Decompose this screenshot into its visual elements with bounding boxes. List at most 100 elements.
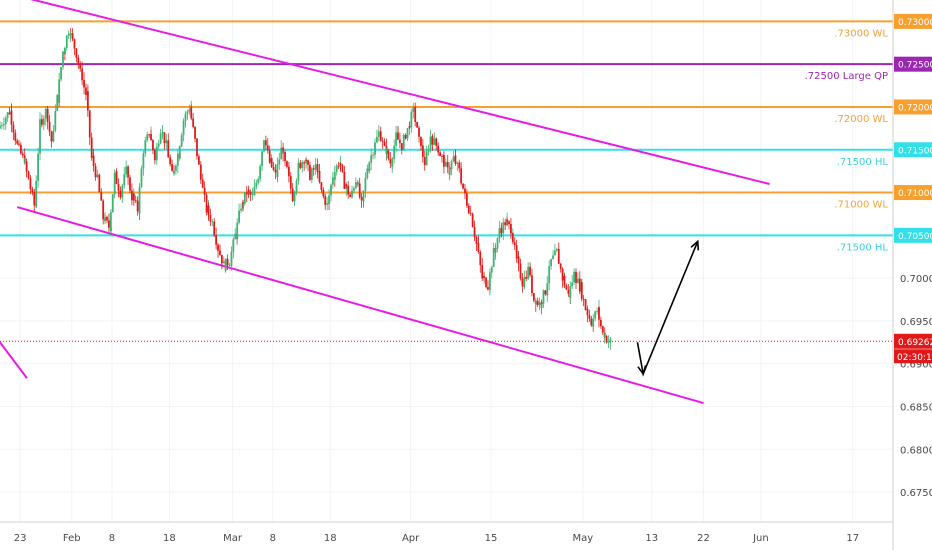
- candle-body: [573, 271, 575, 283]
- candle-body: [483, 276, 486, 278]
- candle-body: [421, 145, 424, 157]
- candle-body: [48, 121, 51, 132]
- candle-body: [548, 265, 551, 284]
- candle-body: [356, 183, 359, 185]
- candle-body: [213, 226, 216, 236]
- candle-body: [406, 128, 409, 139]
- price-badge-label: 0.73000: [898, 18, 932, 28]
- x-tick-label: 23: [14, 533, 27, 544]
- candle-body: [276, 164, 279, 177]
- candle-body: [400, 143, 403, 150]
- candle-body: [559, 263, 562, 269]
- candle-body: [44, 108, 47, 119]
- candle-body: [580, 282, 583, 299]
- candle-body: [56, 95, 59, 112]
- candle-body: [301, 162, 304, 168]
- candle-body: [529, 272, 531, 276]
- candle-body: [46, 108, 49, 117]
- candle-body: [454, 155, 457, 164]
- candle-body: [261, 151, 263, 167]
- level-label: .71000 WL: [834, 200, 888, 211]
- candle-body: [310, 174, 313, 180]
- candle-body: [295, 180, 298, 192]
- candle-body: [132, 193, 135, 201]
- candle-body: [519, 263, 522, 279]
- x-tick-label: 18: [163, 533, 176, 544]
- candle-body: [368, 162, 371, 171]
- candle-body: [138, 187, 141, 214]
- candle-body: [364, 177, 367, 191]
- candle-body: [517, 256, 520, 264]
- candle-body: [270, 158, 273, 168]
- candle-body: [418, 127, 420, 137]
- candle-body: [555, 249, 558, 251]
- candle-body: [152, 140, 154, 151]
- candle-body: [146, 134, 149, 141]
- candle-body: [259, 166, 262, 179]
- current-price-label: 0.69262: [898, 338, 932, 348]
- candle-body: [305, 159, 307, 164]
- level-label: .72000 WL: [834, 114, 888, 125]
- candle-body: [531, 275, 533, 294]
- candle-body: [192, 118, 195, 127]
- candle-body: [287, 168, 290, 177]
- candle-body: [10, 110, 13, 125]
- x-tick-label: 13: [645, 533, 658, 544]
- candle-body: [479, 251, 482, 266]
- candle-body: [37, 153, 39, 181]
- axes: [0, 0, 894, 550]
- candle-body: [561, 268, 564, 281]
- candle-body: [540, 303, 543, 308]
- candles: [0, 28, 612, 350]
- candle-body: [240, 208, 242, 211]
- candle-body: [196, 138, 198, 157]
- candle-body: [242, 202, 244, 204]
- candle-body: [117, 183, 120, 191]
- candle-body: [354, 182, 357, 189]
- candle-body: [190, 107, 193, 119]
- candle-body: [381, 140, 384, 142]
- candle-body: [420, 145, 422, 147]
- candle-body: [500, 231, 503, 234]
- candle-body: [377, 131, 380, 137]
- candle-body: [408, 126, 411, 128]
- candle-body: [39, 119, 41, 154]
- candle-body: [429, 136, 432, 150]
- candle-body: [219, 250, 221, 255]
- candle-body: [173, 170, 175, 174]
- candle-body: [8, 112, 11, 114]
- candle-body: [238, 210, 240, 223]
- trendline: [16, 206, 704, 405]
- countdown-badge: [894, 349, 932, 364]
- candle-body: [423, 156, 426, 166]
- candle-body: [203, 187, 206, 195]
- candle-body: [431, 138, 434, 145]
- candle-body: [391, 158, 394, 167]
- candle-body: [27, 171, 30, 179]
- candle-body: [309, 164, 311, 180]
- trendlines[interactable]: [0, 0, 770, 405]
- candle-body: [571, 282, 574, 287]
- candle-body: [343, 171, 346, 189]
- candle-body: [94, 166, 97, 178]
- candle-body: [544, 290, 547, 295]
- candle-body: [153, 150, 156, 161]
- candle-body: [481, 265, 484, 279]
- price-badge-label: 0.72500: [898, 61, 932, 71]
- projection-arrow[interactable]: [636, 239, 700, 377]
- level-label: .73000 WL: [834, 28, 888, 39]
- candle-body: [205, 194, 208, 213]
- candle-body: [444, 161, 447, 167]
- candle-body: [324, 196, 327, 205]
- candle-body: [425, 151, 428, 159]
- candle-body: [563, 275, 566, 286]
- candle-body: [83, 79, 85, 88]
- candle-body: [335, 165, 338, 173]
- candle-body: [487, 287, 489, 290]
- candle-body: [251, 194, 254, 196]
- current-price-badge: [894, 333, 932, 349]
- candle-body: [360, 197, 363, 201]
